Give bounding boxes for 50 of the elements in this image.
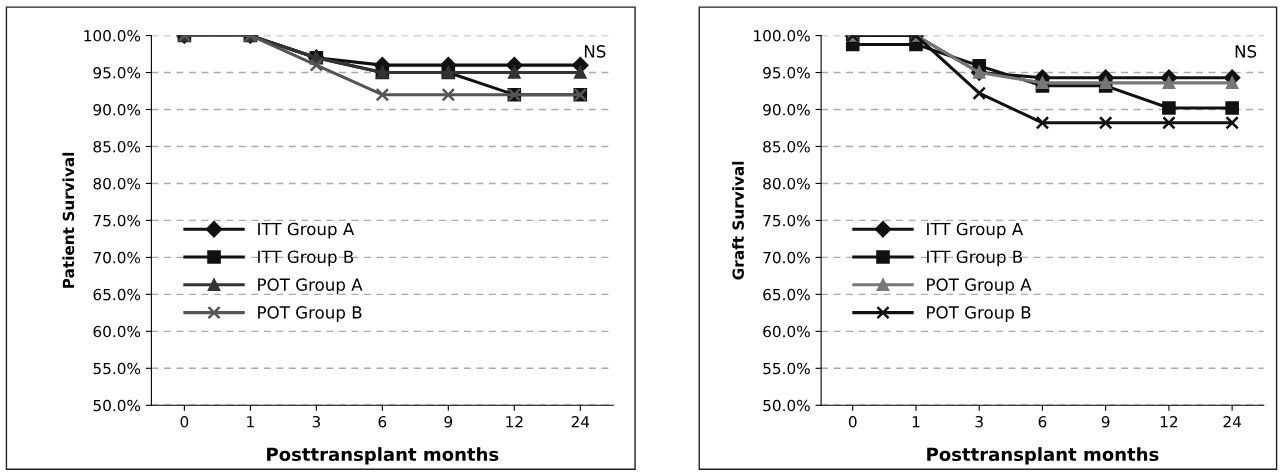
legend-label: ITT Group A xyxy=(927,222,1024,239)
y-tick-label: 70.0% xyxy=(93,251,141,264)
x-axis-title: Posttransplant months xyxy=(927,447,1159,465)
y-tick-label: 80.0% xyxy=(763,177,810,190)
x-tick-label: 6 xyxy=(1038,415,1047,428)
y-tick-label: 85.0% xyxy=(93,140,141,153)
legend-label: ITT Group A xyxy=(258,222,355,239)
x-tick-label: 0 xyxy=(180,415,189,428)
x-tick-label: 24 xyxy=(571,415,590,428)
legend-label: POT Group B xyxy=(258,306,362,322)
y-tick-label: 85.0% xyxy=(763,140,810,153)
y-tick-label: 75.0% xyxy=(93,214,141,227)
x-tick-label: 1 xyxy=(247,416,254,428)
x-tick-label: 3 xyxy=(975,415,983,428)
y-tick-label: 50.0% xyxy=(763,399,810,412)
x-tick-label: 24 xyxy=(1223,415,1241,428)
annotation: NS xyxy=(584,45,606,58)
y-tick-label: 75.0% xyxy=(763,214,810,227)
x-tick-label: 6 xyxy=(378,415,387,428)
y-tick-label: 95.0% xyxy=(93,66,141,79)
x-tick-label: 3 xyxy=(312,415,320,428)
y-tick-label: 95.0% xyxy=(763,66,810,79)
y-tick-label: 65.0% xyxy=(93,288,141,301)
x-tick-label: 9 xyxy=(444,415,453,428)
y-axis-title: Graft Survival xyxy=(732,161,744,280)
y-tick-label: 55.0% xyxy=(93,362,141,375)
y-tick-label: 55.0% xyxy=(763,362,810,375)
y-tick-label: 90.0% xyxy=(763,103,810,116)
legend-label: ITT Group B xyxy=(927,250,1023,267)
x-axis-title: Posttransplant months xyxy=(267,447,499,465)
y-tick-label: 80.0% xyxy=(93,177,141,190)
x-tick-label: 1 xyxy=(912,416,920,428)
y-tick-label: 50.0% xyxy=(93,399,141,412)
y-tick-label: 100.0% xyxy=(84,30,141,42)
annotation: NS xyxy=(1235,45,1257,58)
y-tick-label: 90.0% xyxy=(93,103,141,116)
y-tick-label: 70.0% xyxy=(763,251,810,264)
y-tick-label: 60.0% xyxy=(93,325,141,338)
y-tick-label: 60.0% xyxy=(763,325,810,338)
x-tick-label: 12 xyxy=(1160,415,1178,428)
y-axis-title: Patient Survival xyxy=(62,152,75,288)
y-tick-label: 100.0% xyxy=(754,30,810,42)
x-tick-label: 12 xyxy=(506,415,523,428)
legend-label: POT Group A xyxy=(927,278,1032,295)
legend-label: POT Group B xyxy=(927,306,1031,322)
x-tick-label: 0 xyxy=(848,415,857,428)
legend-label: ITT Group B xyxy=(258,250,354,267)
x-tick-label: 9 xyxy=(1101,415,1110,428)
legend-label: POT Group A xyxy=(258,278,363,295)
y-tick-label: 65.0% xyxy=(763,288,810,301)
